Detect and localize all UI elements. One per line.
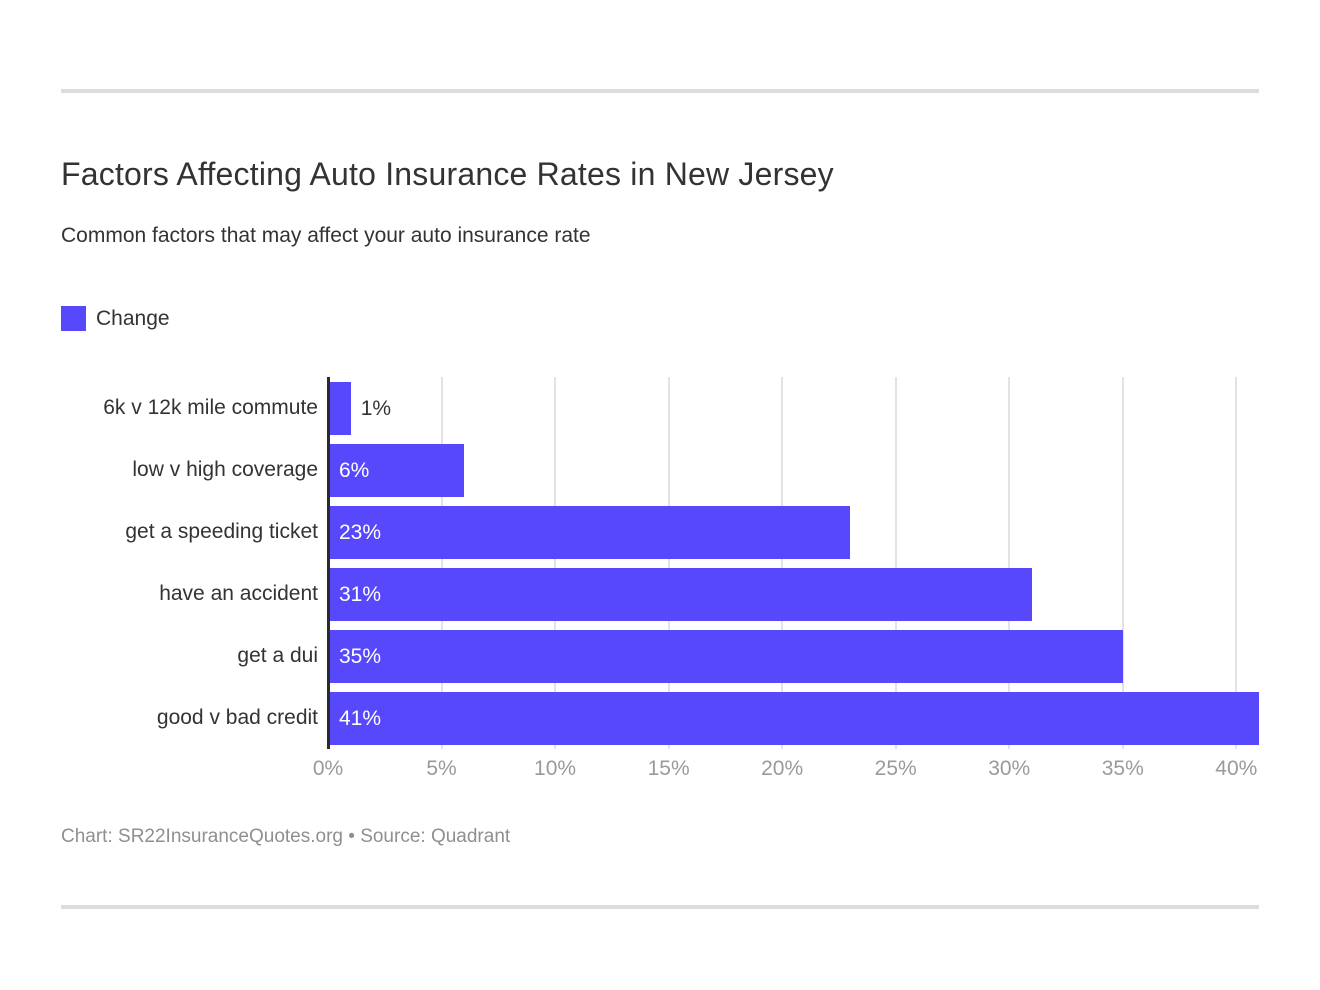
value-label: 23% bbox=[339, 520, 382, 544]
category-label: low v high coverage bbox=[132, 458, 318, 481]
gridline bbox=[1235, 377, 1238, 749]
bar-track: 1% bbox=[328, 381, 1259, 435]
value-label: 31% bbox=[339, 582, 382, 606]
x-tick-label: 25% bbox=[874, 757, 917, 780]
x-tick-label: 30% bbox=[988, 757, 1031, 780]
x-tick-label: 40% bbox=[1215, 757, 1258, 780]
x-tick-label: 35% bbox=[1101, 757, 1144, 780]
legend-label: Change bbox=[96, 306, 170, 330]
bar-row: low v high coverage 6% bbox=[61, 439, 1259, 501]
gridline bbox=[440, 377, 443, 749]
bottom-divider bbox=[61, 905, 1259, 909]
x-tick-label: 15% bbox=[647, 757, 690, 780]
bar-track: 23% bbox=[328, 505, 1259, 559]
bar-track: 35% bbox=[328, 629, 1259, 683]
gridline bbox=[667, 377, 670, 749]
gridline bbox=[1008, 377, 1011, 749]
bar: 31% bbox=[328, 567, 1032, 621]
category-label: get a dui bbox=[237, 644, 318, 667]
bar-track: 31% bbox=[328, 567, 1259, 621]
x-axis-ticks: 0% 5% 10% 15% 20% 25% 30% 35% 40% bbox=[313, 757, 1259, 783]
bar-track: 6% bbox=[328, 443, 1259, 497]
chart-subtitle: Common factors that may affect your auto… bbox=[61, 224, 591, 247]
bar-track: 41% bbox=[328, 691, 1259, 745]
legend-swatch bbox=[61, 306, 86, 331]
gridline bbox=[894, 377, 897, 749]
value-label: 6% bbox=[339, 458, 370, 482]
bar-rows: 6k v 12k mile commute 1% low v high covera… bbox=[61, 377, 1259, 749]
x-tick-label: 10% bbox=[534, 757, 577, 780]
value-label: 1% bbox=[360, 396, 392, 420]
value-label: 41% bbox=[339, 706, 382, 730]
category-label: good v bad credit bbox=[156, 706, 318, 729]
bar-chart: 6k v 12k mile commute 1% low v high covera… bbox=[61, 377, 1259, 783]
category-label: 6k v 12k mile commute bbox=[103, 396, 318, 419]
bar: 6% bbox=[328, 443, 465, 497]
bar: 41% bbox=[328, 691, 1259, 745]
x-tick-label: 5% bbox=[426, 757, 457, 780]
gridline bbox=[554, 377, 557, 749]
chart-title: Factors Affecting Auto Insurance Rates i… bbox=[61, 156, 834, 192]
top-divider bbox=[61, 89, 1259, 93]
y-axis-line bbox=[327, 377, 330, 749]
bar-row: good v bad credit 41% bbox=[61, 687, 1259, 749]
bar-row: get a dui 35% bbox=[61, 625, 1259, 687]
bar-row: have an accident 31% bbox=[61, 563, 1259, 625]
gridline bbox=[1121, 377, 1124, 749]
x-tick-label: 20% bbox=[761, 757, 804, 780]
category-label: have an accident bbox=[159, 582, 318, 605]
bar-row: 6k v 12k mile commute 1% bbox=[61, 377, 1259, 439]
bar: 23% bbox=[328, 505, 851, 559]
x-tick-label: 0% bbox=[312, 757, 344, 780]
bar-row: get a speeding ticket 23% bbox=[61, 501, 1259, 563]
bar: 35% bbox=[328, 629, 1123, 683]
bar: 1% bbox=[328, 381, 391, 435]
category-label: get a speeding ticket bbox=[125, 520, 318, 543]
gridline bbox=[781, 377, 784, 749]
chart-credit: Chart: SR22InsuranceQuotes.org • Source:… bbox=[61, 826, 511, 847]
legend: Change bbox=[61, 306, 1259, 331]
value-label: 35% bbox=[339, 644, 382, 668]
